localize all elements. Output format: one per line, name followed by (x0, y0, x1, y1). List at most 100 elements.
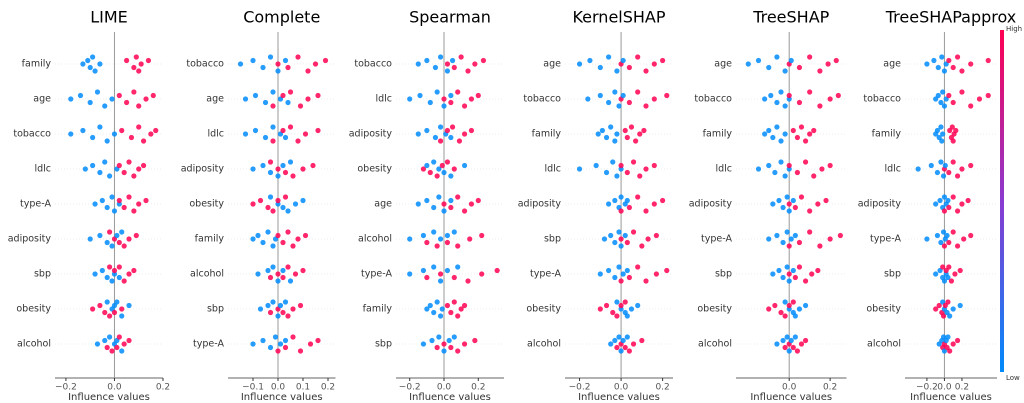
dot (946, 92, 952, 99)
dot (616, 103, 622, 109)
dot (784, 229, 790, 235)
dot (468, 201, 475, 207)
x-tick-label: −0.2 (569, 383, 591, 393)
dot (790, 127, 796, 134)
dot (461, 302, 468, 309)
dot (614, 344, 620, 351)
category-label: ldlc (375, 94, 392, 105)
category-label: type-A (20, 199, 51, 210)
dot (768, 92, 774, 99)
dot (455, 194, 461, 200)
dot (626, 64, 632, 71)
dot (434, 89, 440, 95)
dot (807, 54, 813, 60)
dot (494, 267, 500, 274)
dot (614, 173, 620, 179)
dot (116, 197, 122, 204)
dot (417, 92, 423, 99)
dot (475, 197, 481, 204)
dot (762, 131, 768, 137)
dot (950, 138, 956, 144)
colorbar-high: High (1006, 25, 1022, 33)
dot (262, 99, 269, 106)
dot (310, 162, 316, 169)
dot (664, 92, 670, 99)
dot (448, 99, 454, 106)
dot (282, 337, 289, 344)
dot (434, 173, 440, 179)
dot (92, 271, 98, 277)
dot (102, 309, 108, 316)
dot (87, 236, 93, 242)
dot (786, 302, 792, 309)
dot (468, 127, 475, 134)
category-label: ldlc (884, 164, 901, 175)
dot (472, 337, 478, 344)
dot (297, 103, 304, 109)
dot (612, 89, 618, 95)
dot (792, 204, 798, 211)
category-label: alcohol (698, 339, 732, 350)
dot (292, 271, 299, 277)
dot (455, 348, 461, 354)
dot (940, 313, 947, 319)
dot (448, 309, 454, 316)
dot (267, 309, 274, 316)
dot (755, 166, 762, 172)
dot (436, 334, 442, 340)
dot (630, 159, 637, 165)
dot (448, 197, 454, 204)
category-label: alcohol (17, 339, 51, 350)
dot (287, 159, 294, 165)
dot (150, 92, 156, 99)
dot (290, 334, 296, 340)
dot (456, 138, 463, 144)
dot (111, 267, 118, 274)
dot (608, 124, 614, 130)
category-label: ldlc (715, 164, 732, 175)
dot (275, 348, 281, 354)
dot (250, 166, 256, 172)
dot (431, 229, 437, 235)
dot (282, 169, 289, 176)
dot (92, 68, 98, 74)
dot (97, 169, 103, 176)
dot (614, 313, 620, 319)
dot (774, 124, 780, 130)
dot (123, 57, 130, 64)
dot (131, 267, 137, 274)
dot (945, 274, 951, 281)
dot (641, 127, 647, 134)
dot (472, 61, 478, 67)
dot (415, 201, 421, 207)
category-label: age (33, 94, 51, 105)
dot (305, 68, 311, 74)
panel-title: Spearman (409, 8, 491, 27)
dot (126, 302, 132, 309)
dot (275, 68, 281, 74)
dot (637, 131, 643, 137)
dot (941, 208, 948, 214)
category-label: age (543, 59, 561, 70)
dot (954, 243, 961, 249)
dot (242, 96, 249, 102)
dot (131, 208, 137, 214)
dot (305, 96, 311, 102)
dot (622, 232, 628, 239)
dot (792, 232, 798, 239)
category-label: sbp (544, 234, 561, 245)
dot (618, 302, 624, 309)
dot (624, 134, 630, 141)
dot (576, 61, 583, 67)
dot (102, 159, 108, 165)
dot (455, 313, 461, 319)
dot (136, 103, 142, 109)
dot (653, 271, 659, 277)
dot (630, 341, 637, 347)
dot (946, 57, 952, 64)
dot (131, 173, 137, 179)
dot (415, 131, 421, 137)
dot (643, 68, 649, 74)
dot (102, 103, 108, 109)
dot (940, 89, 946, 95)
